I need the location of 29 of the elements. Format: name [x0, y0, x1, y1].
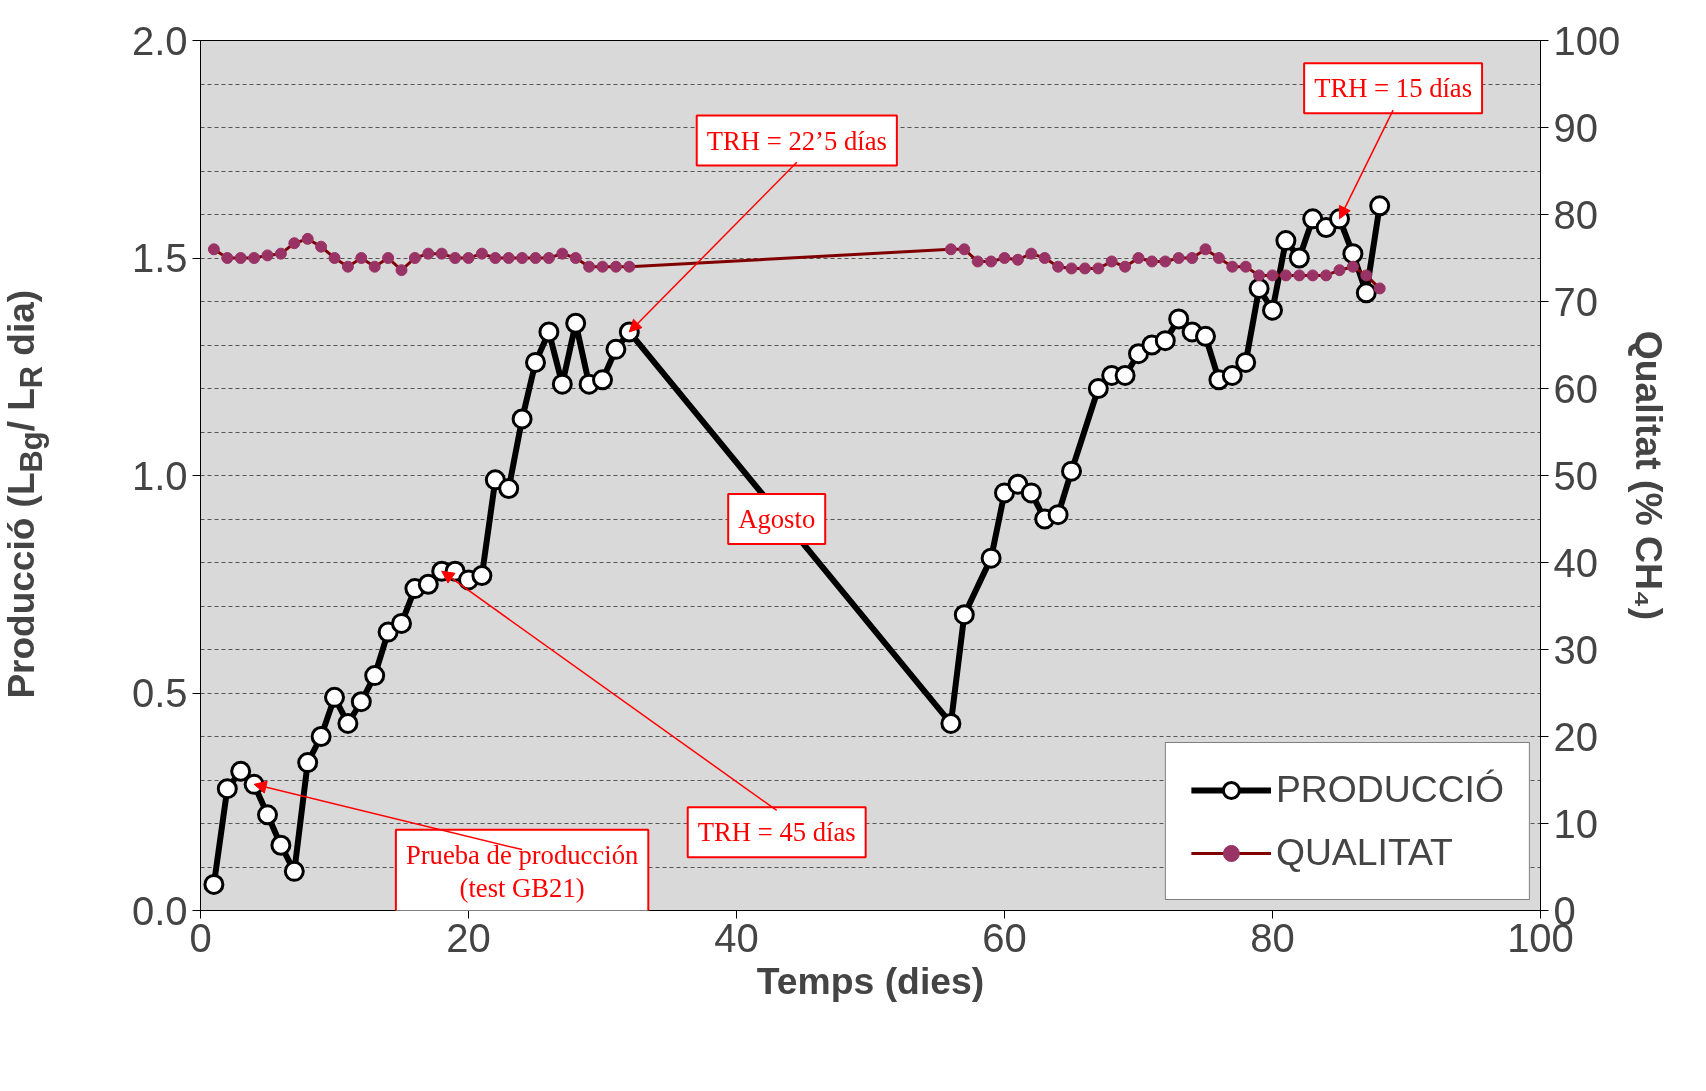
x-tick-label: 20	[446, 915, 491, 960]
y2-tick-label: 100	[1553, 18, 1621, 63]
x-tick-label: 60	[982, 915, 1027, 960]
y2-tick-label: 40	[1553, 540, 1598, 585]
legend-label: PRODUCCIÓ	[1275, 768, 1504, 811]
y2-tick-label: 70	[1553, 279, 1598, 324]
x-axis-title: Temps (dies)	[756, 959, 985, 1002]
y-tick-label: 0.0	[131, 888, 188, 933]
y2-tick-label: 90	[1553, 105, 1598, 150]
y-tick-label: 2.0	[131, 18, 188, 63]
y-tick-label: 1.5	[131, 236, 188, 280]
y2-tick-label: 10	[1553, 801, 1598, 846]
annotation: Agosto	[738, 504, 816, 534]
y-tick-label: 1.0	[131, 453, 188, 498]
y2-tick-label: 60	[1553, 366, 1598, 411]
legend-label: QUALITAT	[1275, 831, 1453, 874]
y2-tick-label: 50	[1553, 453, 1598, 498]
x-tick-label: 80	[1250, 915, 1295, 960]
y-tick-label: 0.5	[131, 671, 188, 715]
x-tick-label: 40	[714, 915, 759, 960]
annotation: TRH = 45 días	[697, 817, 856, 848]
y2-tick-label: 30	[1553, 627, 1598, 672]
y2-tick-label: 80	[1553, 192, 1598, 237]
annotation: TRH = 15 días	[1314, 73, 1473, 104]
y2-axis-title: Qualitat (% CH₄)	[1628, 330, 1671, 621]
annotation: TRH = 22’5 días	[706, 125, 887, 156]
y2-tick-label: 20	[1553, 714, 1598, 759]
annotation: Prueba de producción (test GB21)	[405, 839, 639, 903]
x-tick-label: 0	[189, 915, 212, 960]
